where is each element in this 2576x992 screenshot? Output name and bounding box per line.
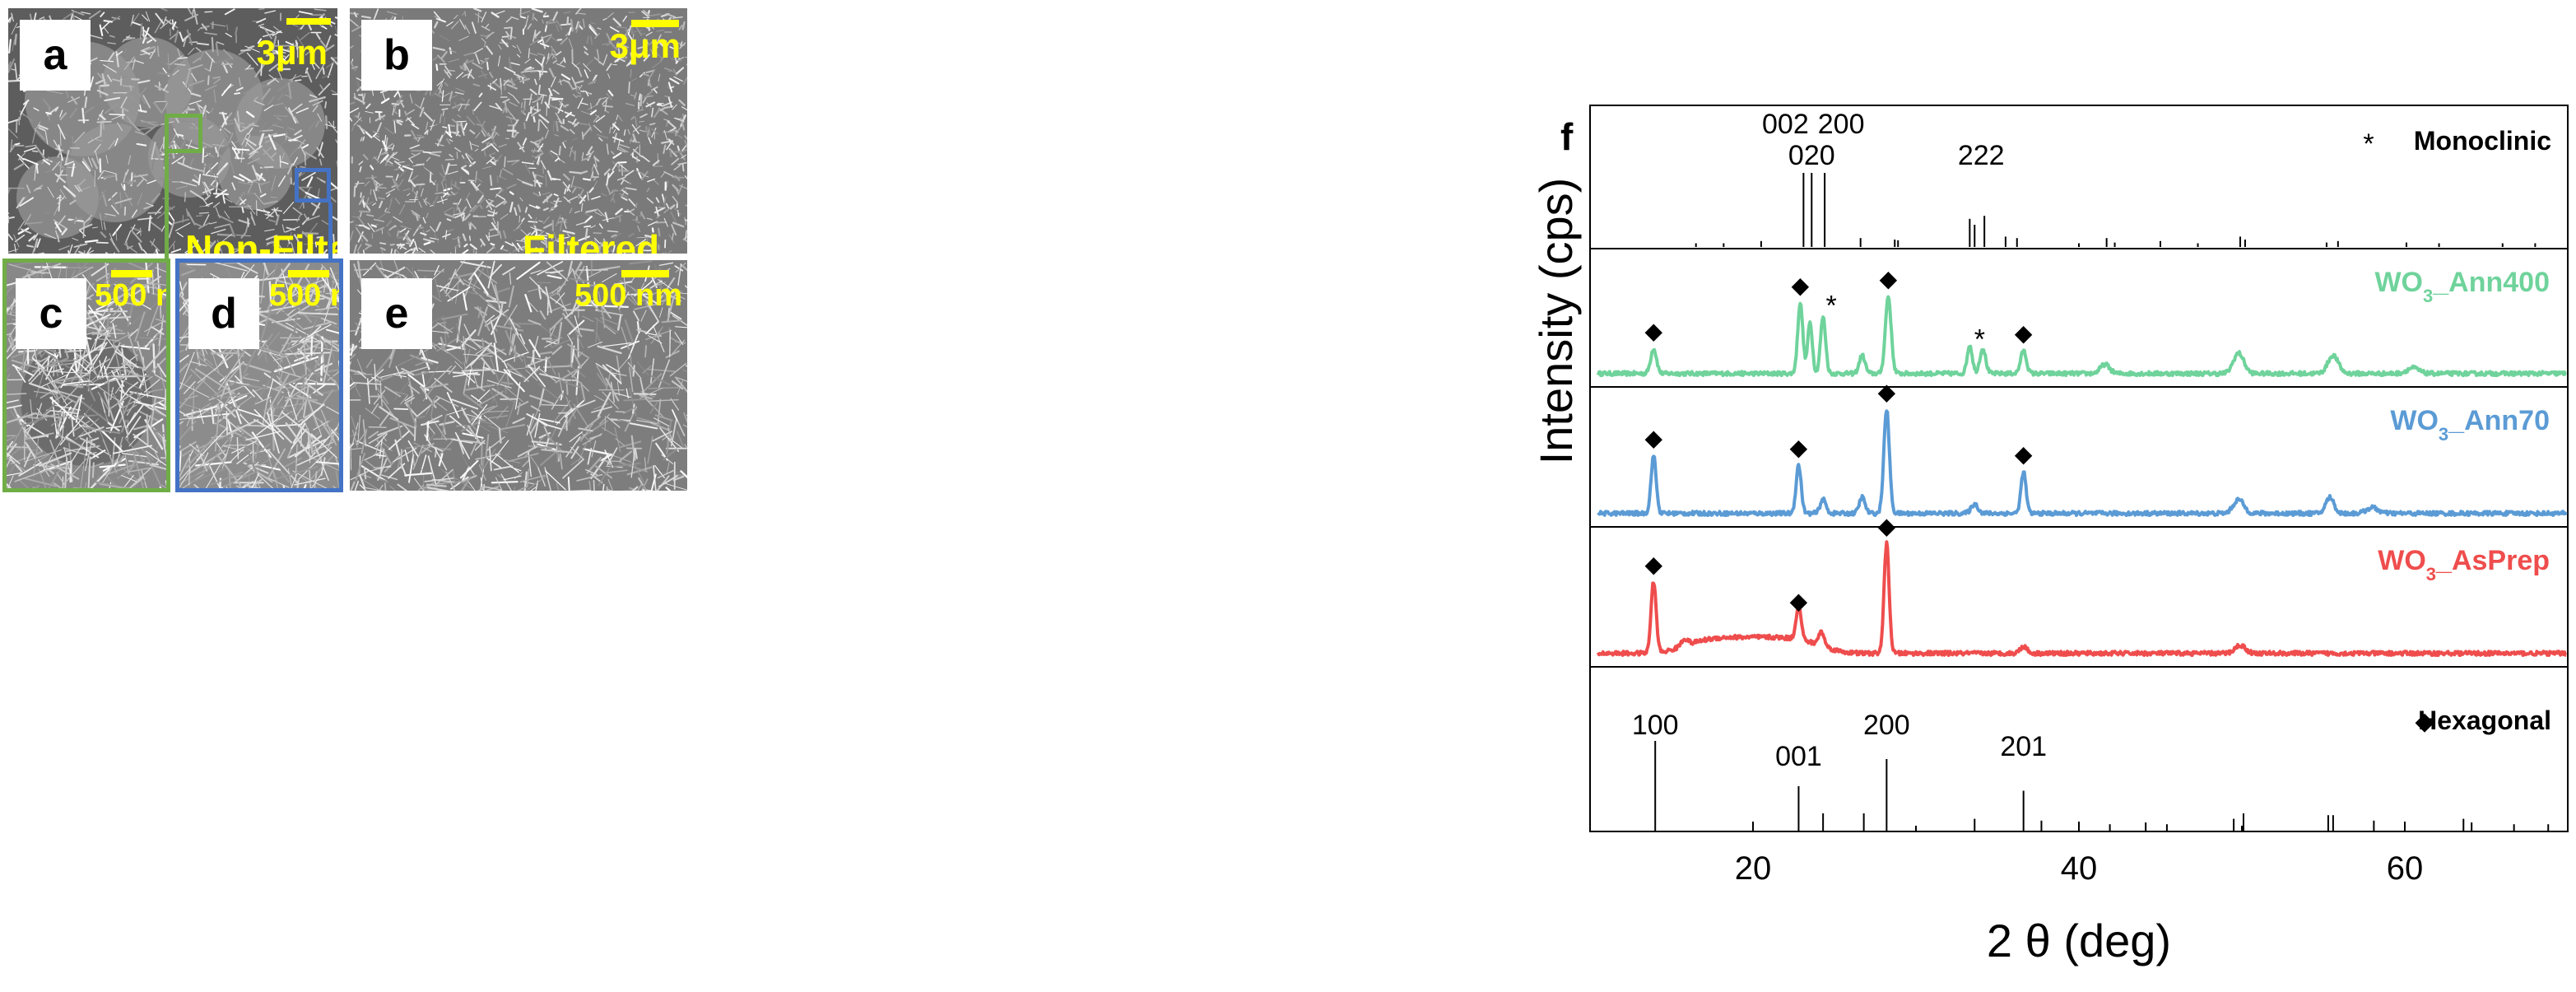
monoclinic-hkl-label: 222 <box>1958 140 2005 171</box>
monoclinic-hkl-label: 002 <box>1762 109 1809 140</box>
phase-marker: ◆ <box>1878 514 1896 539</box>
caption-non-filtered: Non-Filtered <box>185 227 337 254</box>
phase-marker: ◆ <box>1644 552 1662 577</box>
monoclinic-hkl-label: 020 <box>1788 140 1835 171</box>
sem-panel-c: c 500 nm <box>4 260 169 491</box>
phase-marker: ◆ <box>1644 426 1662 451</box>
hexagonal-legend-label: Hexagonal <box>2418 706 2551 735</box>
hexagonal-hkl-label: 200 <box>1863 710 1910 741</box>
series-line-WO3_Ann400 <box>1596 295 2567 378</box>
connector-green <box>165 153 169 260</box>
scale-bar-a-line <box>286 18 331 25</box>
monoclinic-hkl-label: 200 <box>1818 109 1865 140</box>
series-label-WO3_Ann70: WO3_Ann70 <box>2390 405 2550 445</box>
phase-marker: ◆ <box>1790 435 1808 460</box>
hexagonal-hkl-label: 001 <box>1775 741 1822 772</box>
phase-marker: * <box>1826 291 1837 322</box>
monoclinic-legend-label: Monoclinic <box>2414 126 2551 156</box>
caption-filtered: Filtered <box>523 227 660 254</box>
scale-bar-c <box>111 270 152 277</box>
zoom-box-blue <box>295 168 331 203</box>
phase-marker: ◆ <box>1644 318 1662 343</box>
scale-text-b: 3μm <box>609 26 681 65</box>
scale-bar-d <box>288 270 329 277</box>
phase-marker: ◆ <box>2015 320 2033 346</box>
series-line-WO3_Ann70 <box>1597 409 2568 517</box>
scale-bar-b <box>631 20 679 27</box>
panel-label-d: d <box>188 278 259 349</box>
panel-label-e: e <box>361 278 432 349</box>
sem-texture-b <box>350 8 687 254</box>
chart-panel-label: f <box>1560 115 1574 158</box>
sem-panel-e: e 500 nm <box>350 260 687 491</box>
frame-d-blue <box>175 258 343 492</box>
phase-marker: ◆ <box>1880 266 1898 291</box>
series-line-WO3_AsPrep <box>1597 540 2567 657</box>
hexagonal-legend-marker: ◆ <box>2415 708 2434 735</box>
hexagonal-hkl-label: 201 <box>2000 731 2047 762</box>
scale-text-c: 500 nm <box>95 278 169 313</box>
y-axis-label: Intensity (cps) <box>1530 178 1582 465</box>
phase-marker: ◆ <box>1792 272 1810 298</box>
monoclinic-legend-marker: * <box>2363 128 2374 160</box>
x-axis-label: 2 θ (deg) <box>1987 915 2171 966</box>
hexagonal-hkl-label: 100 <box>1632 710 1679 741</box>
sem-texture-e <box>350 260 687 491</box>
x-tick-label: 20 <box>1735 850 1772 887</box>
zoom-box-green <box>165 114 202 153</box>
panel-label-a: a <box>20 20 91 91</box>
x-tick-label: 40 <box>2061 850 2098 887</box>
phase-marker: ◆ <box>1790 589 1808 614</box>
scale-text-d: 500 nm <box>269 278 342 313</box>
sem-panel-a: a 3μm Non-Filtered <box>8 8 337 254</box>
sem-panel-b: b 3μm Filtered <box>350 8 687 254</box>
phase-marker: ◆ <box>1878 380 1896 405</box>
scale-text-a: 3μm <box>256 33 328 72</box>
panel-label-c: c <box>16 278 86 349</box>
x-tick-label: 60 <box>2387 850 2424 887</box>
panel-label-b: b <box>361 20 432 91</box>
sem-panel-d: d 500 nm <box>177 260 342 491</box>
series-label-WO3_AsPrep: WO3_AsPrep <box>2378 545 2550 584</box>
frame-c-green <box>2 258 170 492</box>
series-label-WO3_Ann400: WO3_Ann400 <box>2374 267 2550 306</box>
sem-texture-a <box>8 8 337 254</box>
phase-marker: * <box>1974 324 1985 356</box>
connector-blue <box>328 203 332 260</box>
scale-bar-e <box>621 270 669 277</box>
phase-marker: ◆ <box>2015 441 2033 467</box>
scale-text-e: 500 nm <box>574 278 682 313</box>
